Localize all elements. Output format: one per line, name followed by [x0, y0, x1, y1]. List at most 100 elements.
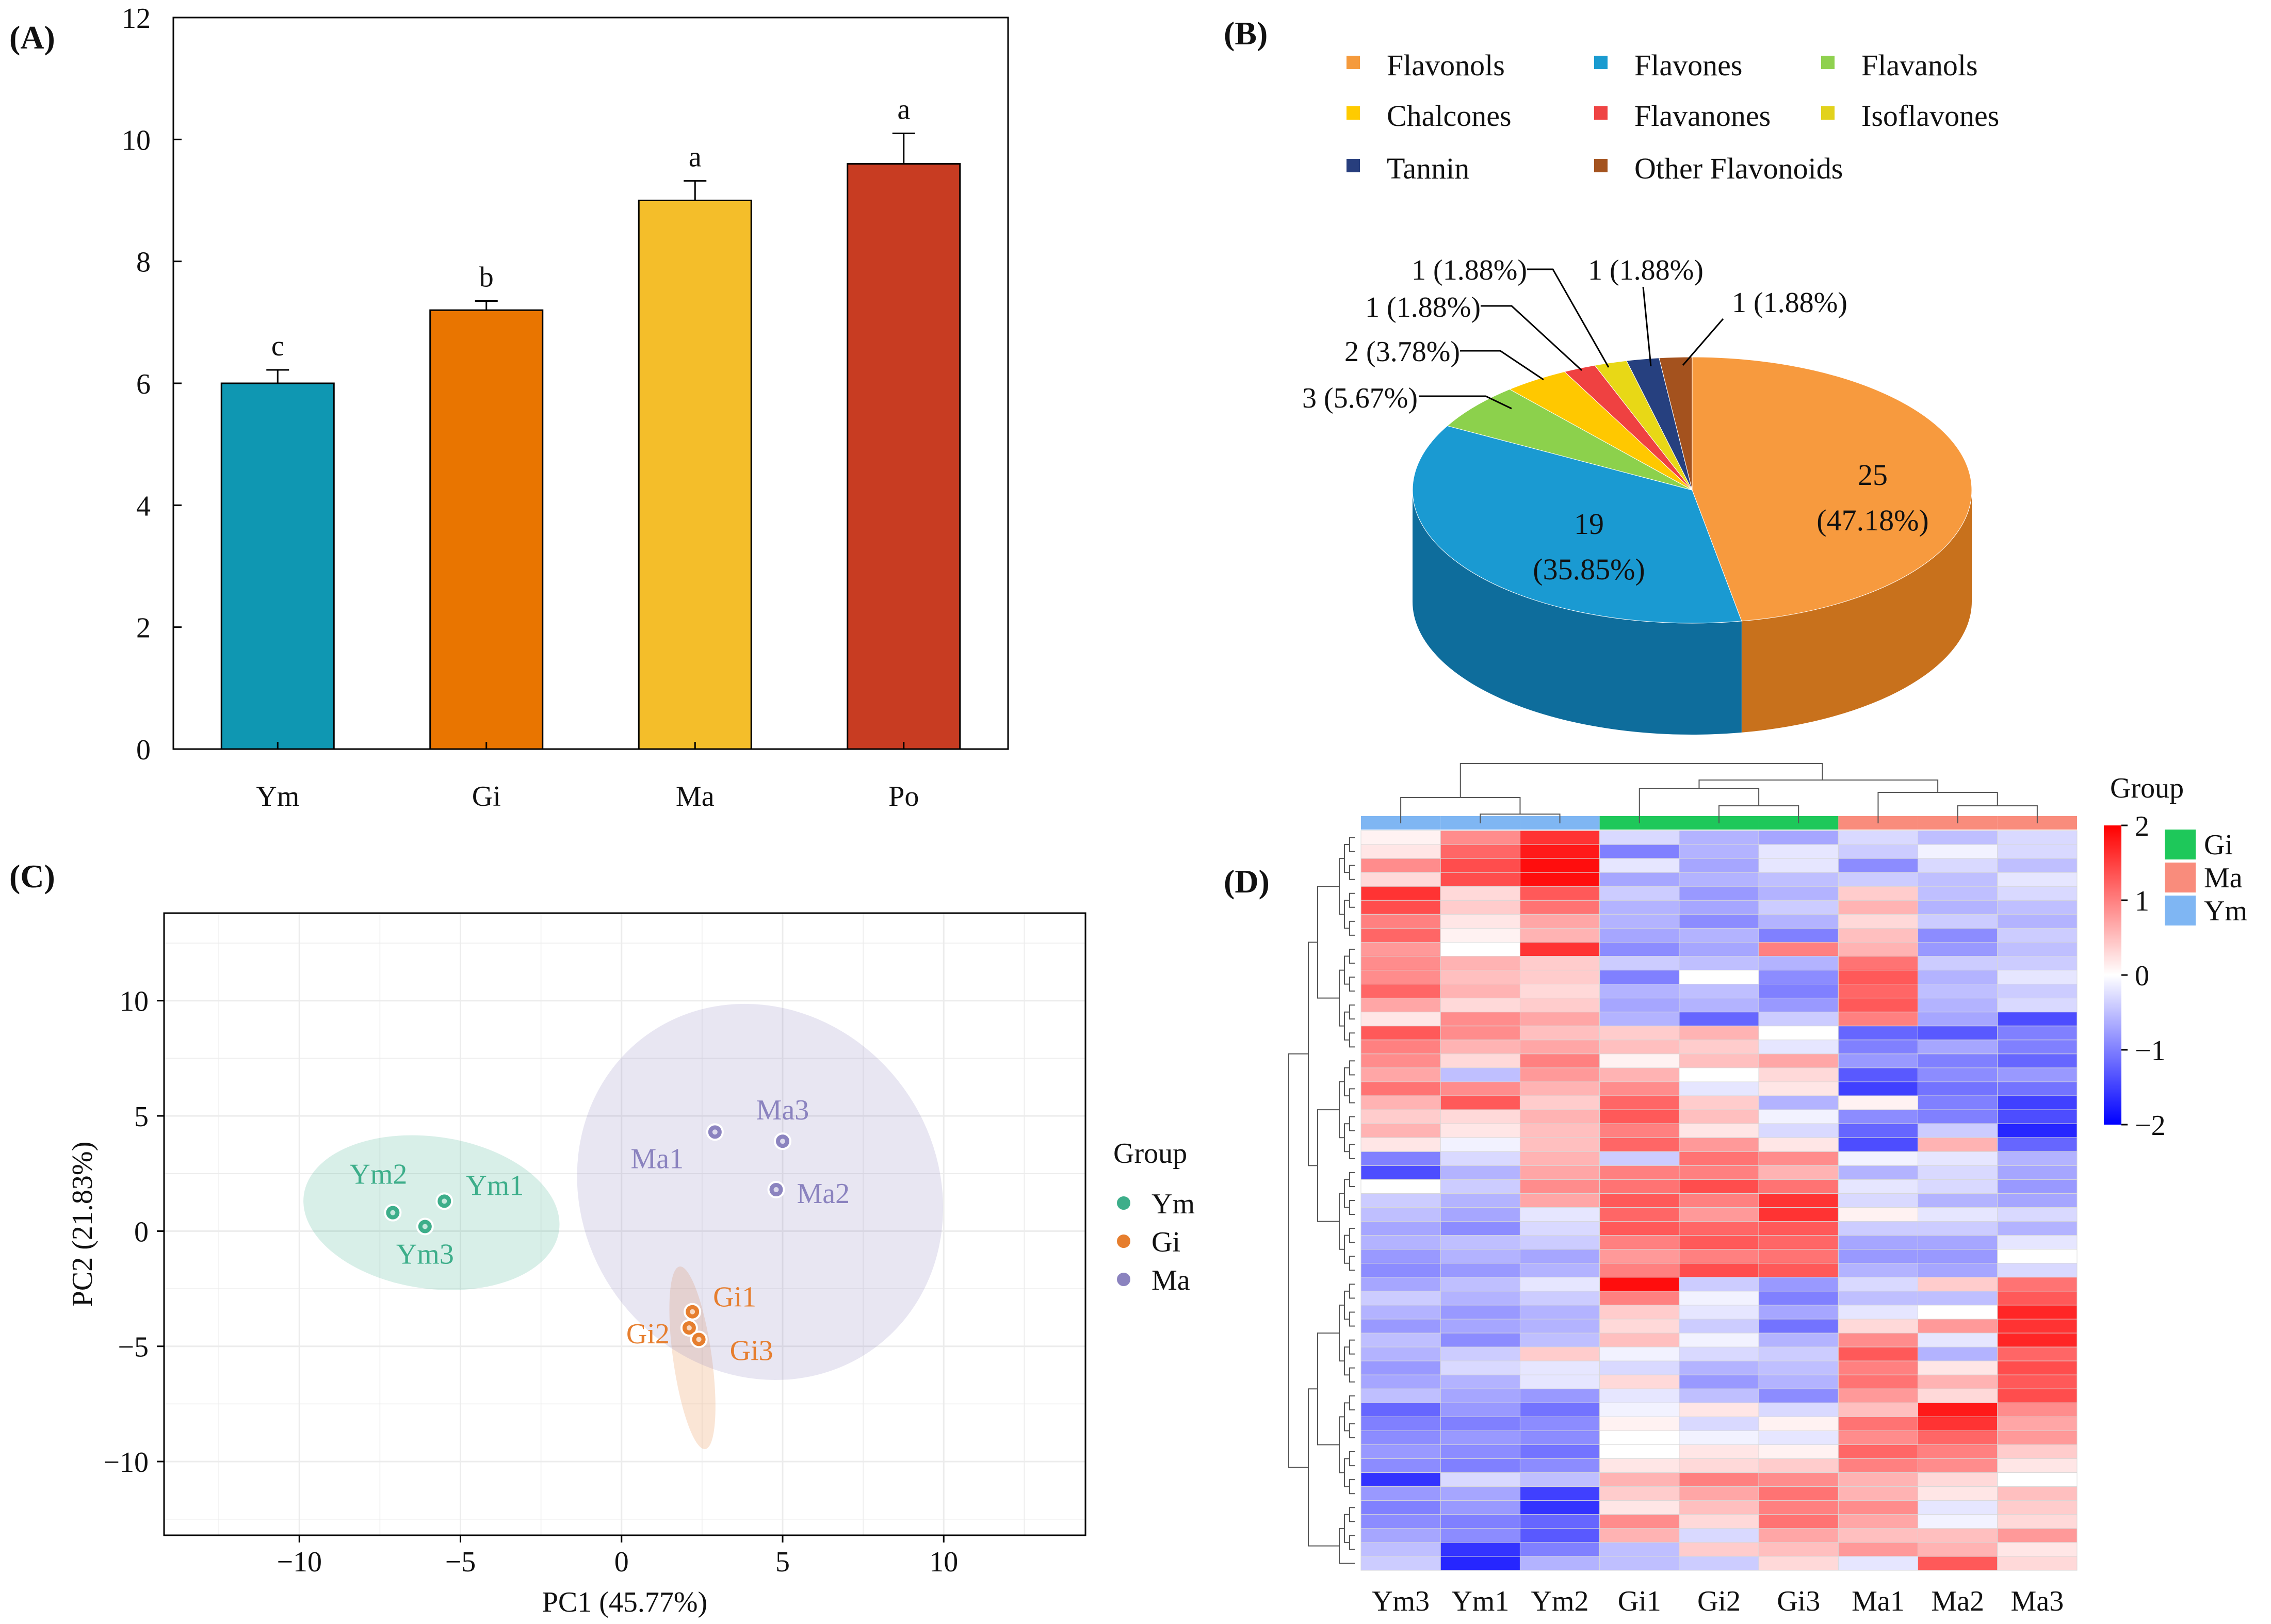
row-dendrogram-branch — [1344, 900, 1350, 929]
row-dendrogram-branch — [1344, 1402, 1350, 1432]
row-dendrogram-branch — [1349, 1535, 1355, 1550]
legend-label: Isoflavones — [1861, 99, 1999, 133]
legend-label: Ma — [1151, 1264, 1190, 1296]
significance-letter: a — [689, 141, 702, 173]
heatmap-cell — [1838, 1514, 1919, 1529]
heatmap-cell — [1997, 1235, 2078, 1250]
heatmap-cell — [1440, 1444, 1520, 1459]
heatmap-cell — [1997, 1026, 2078, 1041]
heatmap-cell — [1679, 1374, 1759, 1389]
x-tick-label: Gi — [472, 781, 501, 813]
heatmap-cell — [1599, 1193, 1680, 1208]
row-dendrogram-branch — [1344, 1514, 1350, 1543]
y-tick-label: 0 — [134, 1216, 149, 1248]
row-dendrogram-branch — [1349, 1032, 1355, 1048]
heatmap-cell — [1758, 1458, 1839, 1473]
heatmap-cell — [1758, 1277, 1839, 1292]
heatmap-cell — [1838, 1109, 1919, 1124]
heatmap-cell — [1997, 1291, 2078, 1306]
heatmap-cell — [1679, 1137, 1759, 1152]
slice-percent-label: (35.85%) — [1533, 553, 1645, 586]
y-tick-label: 4 — [136, 490, 151, 522]
heatmap-cell — [1599, 1291, 1680, 1306]
heatmap-cell — [1360, 1040, 1441, 1054]
bar-chart-panel: 0 2 4 6 8 10 12 c Ym b Gi a Ma a Po — [122, 3, 1009, 813]
heatmap-cell — [1679, 1081, 1759, 1096]
x-tick-label: 0 — [614, 1546, 629, 1578]
heatmap-cell — [1519, 1500, 1600, 1515]
row-dendrogram-branch — [1344, 955, 1350, 985]
heatmap-cell — [1758, 998, 1839, 1013]
data-point-core — [686, 1325, 692, 1330]
heatmap-cell — [1918, 928, 1998, 943]
heatmap-cell — [1519, 1123, 1600, 1138]
heatmap-cell — [1997, 941, 2078, 957]
heatmap-cell — [1918, 1444, 1998, 1459]
heatmap-cell — [1838, 1360, 1919, 1375]
heatmap-cell — [1918, 1388, 1998, 1403]
heatmap-cell — [1918, 1514, 1998, 1529]
heatmap-cell — [1360, 1556, 1441, 1571]
heatmap-cell — [1679, 984, 1759, 999]
heatmap-cell — [1679, 1109, 1759, 1124]
group-legend-swatch — [2165, 830, 2196, 859]
heatmap-cell — [1758, 956, 1839, 971]
heatmap-cell — [1599, 941, 1680, 957]
heatmap-cell — [1360, 858, 1441, 873]
heatmap-cell — [1519, 1137, 1600, 1152]
point-label: Ma2 — [797, 1178, 850, 1210]
row-dendrogram-branch — [1349, 948, 1355, 964]
heatmap-cell — [1599, 1026, 1680, 1041]
heatmap-cell — [1599, 1165, 1680, 1180]
heatmap-cell — [1838, 872, 1919, 887]
y-tick-label: 0 — [136, 734, 151, 766]
heatmap-cell — [1918, 1123, 1998, 1138]
point-label: Ym1 — [466, 1170, 524, 1201]
heatmap-cell — [1758, 1542, 1839, 1557]
heatmap-cell — [1758, 858, 1839, 873]
heatmap-cell — [1997, 1151, 2078, 1166]
callout-line — [1481, 305, 1583, 371]
heatmap-cell — [1599, 928, 1680, 943]
heatmap-cell — [1838, 970, 1919, 985]
heatmap-cell — [1599, 1402, 1680, 1417]
row-dendrogram-branch — [1349, 892, 1355, 908]
heatmap-cell — [1838, 1221, 1919, 1236]
legend-label: Gi — [1151, 1226, 1180, 1258]
heatmap-cell — [1838, 1263, 1919, 1278]
heatmap-cell — [1440, 872, 1520, 887]
heatmap-cell — [1440, 1458, 1520, 1473]
heatmap-cell — [1599, 1095, 1680, 1110]
heatmap-cell — [1519, 984, 1600, 999]
heatmap-cell — [1838, 844, 1919, 859]
heatmap-cell — [1440, 1402, 1520, 1417]
heatmap-cell — [1838, 830, 1919, 845]
heatmap-cell — [1758, 1528, 1839, 1543]
heatmap-cell — [1599, 1221, 1680, 1236]
heatmap-cell — [1599, 1277, 1680, 1292]
heatmap-cell — [1918, 858, 1998, 873]
heatmap-cell — [1599, 1123, 1680, 1138]
heatmap-cell — [1758, 928, 1839, 943]
heatmap-cell — [1838, 1486, 1919, 1501]
heatmap-cell — [1679, 1235, 1759, 1250]
heatmap-cell — [1440, 1095, 1520, 1110]
group-legend-swatch — [2165, 863, 2196, 892]
heatmap-cell — [1599, 1109, 1680, 1124]
heatmap-cell — [1758, 1095, 1839, 1110]
heatmap-cell — [1918, 1193, 1998, 1208]
heatmap-cell — [1838, 1151, 1919, 1166]
heatmap-cell — [1679, 1346, 1759, 1361]
heatmap-cell — [1758, 1333, 1839, 1347]
row-dendrogram-branch — [1349, 1339, 1355, 1355]
heatmap-cell — [1519, 1026, 1600, 1041]
y-tick-label: 5 — [134, 1101, 149, 1133]
heatmap-cell — [1758, 914, 1839, 929]
heatmap-cell — [1997, 998, 2078, 1013]
heatmap-cell — [1360, 1444, 1441, 1459]
heatmap-cell — [1838, 1123, 1919, 1138]
heatmap-cell — [1519, 1151, 1600, 1166]
heatmap-cell — [1679, 1486, 1759, 1501]
column-label: Ym3 — [1372, 1585, 1430, 1617]
heatmap-cell — [1918, 1556, 1998, 1571]
